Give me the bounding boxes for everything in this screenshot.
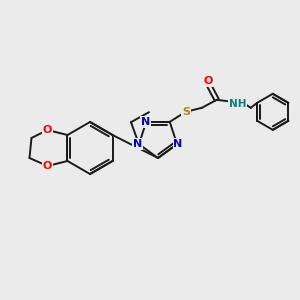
Text: N: N	[141, 117, 150, 127]
Text: O: O	[43, 125, 52, 135]
Text: O: O	[203, 76, 212, 86]
Text: N: N	[173, 139, 183, 149]
Text: O: O	[43, 161, 52, 171]
Text: S: S	[182, 107, 190, 117]
Text: NH: NH	[229, 99, 247, 109]
Text: N: N	[134, 139, 142, 149]
